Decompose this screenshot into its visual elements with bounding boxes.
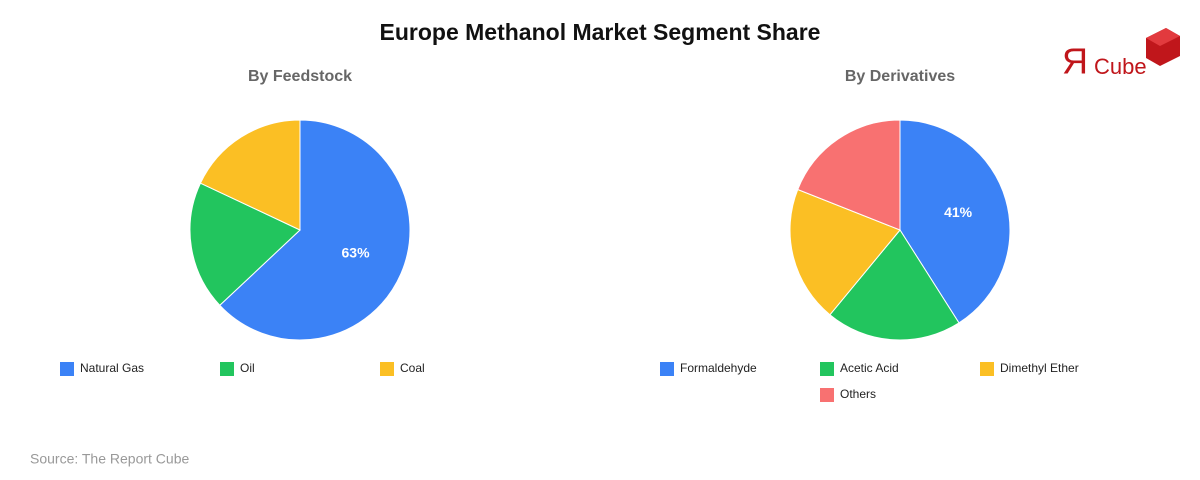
legend-label: Acetic Acid xyxy=(840,361,899,375)
legend-swatch xyxy=(380,362,394,376)
chart-subtitle: By Derivatives xyxy=(845,68,955,85)
logo: Я Cube xyxy=(1062,28,1180,82)
slice-label: 41% xyxy=(944,204,973,220)
legend-label: Natural Gas xyxy=(80,361,144,375)
legend-label: Dimethyl Ether xyxy=(1000,361,1079,375)
slice-label: 63% xyxy=(342,245,371,261)
pie-slice xyxy=(899,119,1011,324)
chart-subtitle: By Feedstock xyxy=(248,68,352,85)
pie-slice xyxy=(797,119,901,231)
page-title: Europe Methanol Market Segment Share xyxy=(380,19,821,45)
logo-text: Cube xyxy=(1094,54,1147,79)
legend-swatch xyxy=(820,388,834,402)
legend-label: Coal xyxy=(400,361,425,375)
legend-swatch xyxy=(220,362,234,376)
logo-cube-top xyxy=(1146,28,1180,46)
pie-slice xyxy=(829,229,960,341)
legend-label: Formaldehyde xyxy=(680,361,757,375)
legend-swatch xyxy=(60,362,74,376)
pie-slice xyxy=(189,182,301,307)
pie-slice xyxy=(199,119,301,231)
pie-slice xyxy=(219,119,411,341)
legend-label: Oil xyxy=(240,361,255,375)
legend-label: Others xyxy=(840,387,876,401)
pie-slice xyxy=(789,188,901,316)
legend-swatch xyxy=(820,362,834,376)
source-note: Source: The Report Cube xyxy=(30,451,189,467)
legend-swatch xyxy=(660,362,674,376)
legend-swatch xyxy=(980,362,994,376)
logo-mark: Я xyxy=(1062,41,1088,82)
